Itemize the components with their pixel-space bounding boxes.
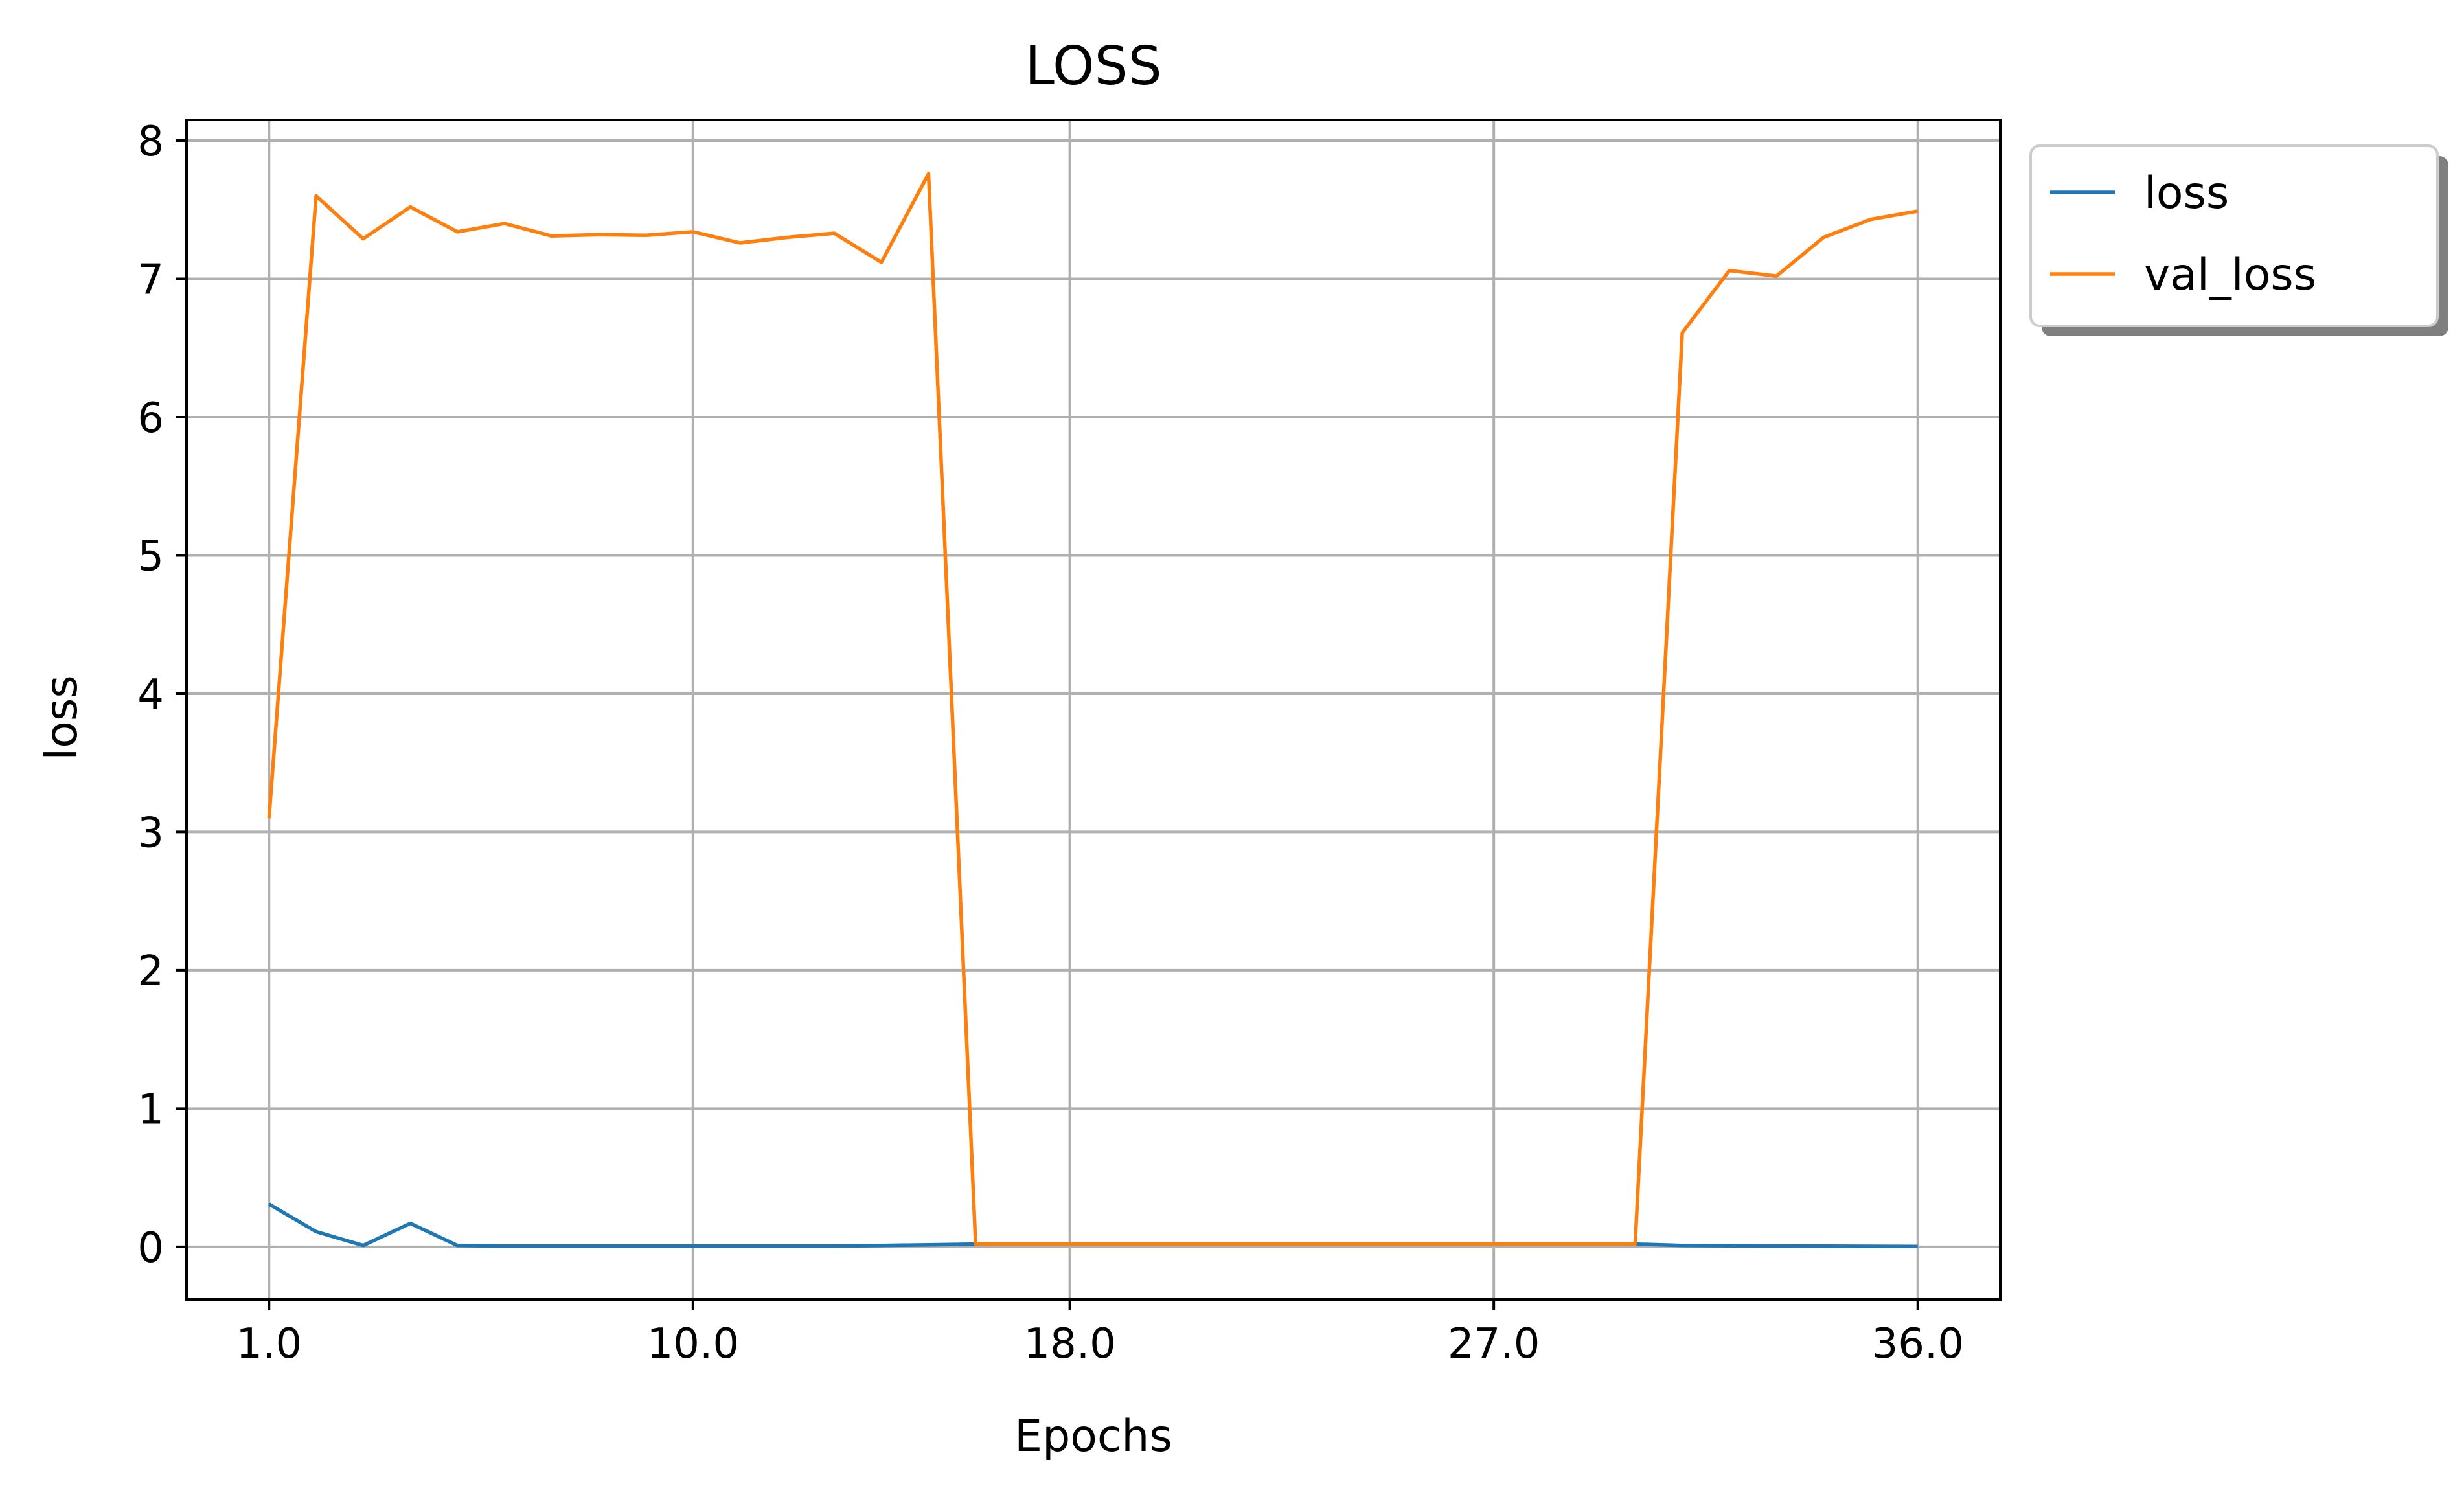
x-tick-label: 10.0 (647, 1320, 740, 1368)
legend-label-val-loss: val_loss (2144, 249, 2316, 301)
y-tick-label: 8 (137, 118, 164, 166)
y-tick-label: 0 (137, 1224, 164, 1272)
y-tick-label: 7 (137, 257, 164, 304)
y-tick-label: 1 (137, 1086, 164, 1134)
x-tick-label: 36.0 (1871, 1320, 1964, 1368)
legend-label-loss: loss (2144, 168, 2229, 219)
y-tick-label: 2 (137, 948, 164, 996)
x-tick-label: 18.0 (1023, 1320, 1116, 1368)
plot-frame (185, 119, 2002, 1301)
x-tick-label: 27.0 (1448, 1320, 1540, 1368)
legend-entries: loss val_loss (2050, 168, 2316, 301)
y-axis-label: loss (36, 675, 87, 760)
y-tick-label: 5 (137, 532, 164, 580)
y-tick-label: 3 (137, 809, 164, 857)
y-tick-label: 6 (137, 394, 164, 442)
x-tick-label: 1.0 (236, 1320, 302, 1368)
x-axis-label: Epochs (1014, 1411, 1172, 1462)
y-tick-label: 4 (137, 671, 164, 719)
grid (187, 120, 2000, 1299)
y-axis: 0 1 2 3 4 5 6 7 8 (137, 118, 187, 1272)
legend-box (2029, 144, 2439, 327)
series-line-val-loss (267, 172, 1919, 1246)
chart-title: LOSS (1025, 36, 1161, 97)
legend: loss val_loss (2029, 144, 2448, 336)
x-axis: 1.0 10.0 18.0 27.0 36.0 (236, 1299, 1964, 1368)
series-layer (267, 172, 1919, 1248)
